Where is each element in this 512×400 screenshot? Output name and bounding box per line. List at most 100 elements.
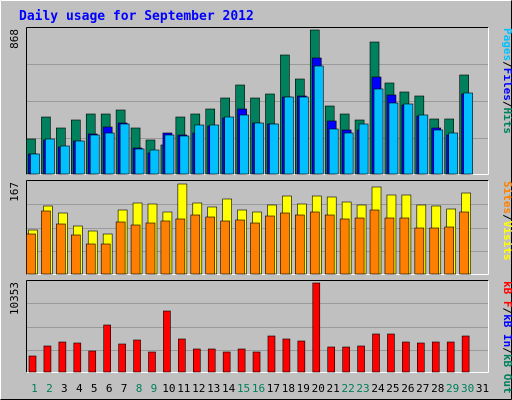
kbf-bar: [118, 343, 126, 373]
day-label: 15: [237, 382, 250, 395]
day-label: 7: [121, 382, 128, 395]
sites-bar: [205, 216, 216, 275]
kbf-bar: [357, 345, 365, 373]
legend-files: Files: [501, 68, 512, 101]
sites-bar: [399, 217, 410, 275]
day-label: 6: [106, 382, 113, 395]
pages-bar: [373, 88, 384, 175]
sites-bar: [100, 243, 111, 275]
sites-bar: [26, 233, 36, 275]
sites-bar: [414, 227, 425, 275]
day-label: 18: [282, 382, 295, 395]
sites-bar: [145, 222, 156, 275]
sites-bar: [384, 217, 395, 275]
panel-2-ymax-label: 167: [8, 182, 21, 202]
day-label: 8: [136, 382, 143, 395]
day-label: 1: [31, 382, 38, 395]
pages-bar: [239, 114, 249, 175]
kbf-bar: [446, 341, 455, 373]
legend-hits: Hits: [501, 108, 512, 135]
kbf-bar: [28, 355, 37, 373]
legend-separator: /: [501, 61, 512, 68]
day-label: 12: [192, 382, 205, 395]
legend-kb-out: kB Out: [501, 354, 512, 394]
kbf-bar: [237, 348, 246, 373]
legend-separator: /: [501, 101, 512, 108]
day-label: 10: [162, 382, 175, 395]
day-label: 16: [252, 382, 265, 395]
pages-bar: [299, 96, 309, 175]
sites-bar: [339, 218, 350, 275]
pages-bar: [149, 149, 160, 175]
panel-1-ymax-label: 868: [8, 29, 21, 49]
pages-bar: [433, 129, 444, 175]
sites-bar: [324, 214, 335, 275]
day-label: 2: [46, 382, 53, 395]
sites-bar: [115, 221, 126, 275]
pages-bar: [403, 103, 414, 175]
chart-title: Daily usage for September 2012: [19, 9, 254, 24]
pages-bar: [254, 122, 264, 175]
legend-visits: Visits: [501, 221, 512, 261]
kbf-bar: [103, 324, 111, 373]
day-label: 27: [416, 382, 429, 395]
kbf-bar: [267, 335, 276, 373]
pages-bar: [89, 134, 100, 175]
pages-bar: [463, 92, 473, 175]
hits-files-pages-bars: [26, 29, 473, 175]
pages-bar: [224, 116, 234, 175]
pages-bar: [30, 153, 40, 175]
kbf-bar: [342, 346, 350, 373]
sites-bar: [250, 222, 260, 275]
kbytes-bars: [28, 282, 470, 373]
sites-bar: [175, 218, 186, 275]
sites-bar: [280, 212, 290, 275]
chart-panels: 868Pages/Files/Hits167Sites/Visits10353k…: [8, 27, 512, 394]
day-label: 29: [446, 382, 459, 395]
day-label: 25: [386, 382, 399, 395]
pages-bar: [343, 132, 354, 175]
pages-bar: [194, 124, 205, 175]
sites-bar: [85, 243, 96, 275]
kbf-bar: [192, 348, 201, 373]
day-label: 22: [341, 382, 354, 395]
pages-bar: [134, 148, 145, 175]
kbf-bar: [402, 341, 410, 373]
sites-bar: [444, 226, 454, 275]
legend-separator: /: [501, 308, 512, 315]
legend-separator: /: [501, 347, 512, 354]
kbf-bar: [297, 340, 306, 373]
sites-bar: [220, 220, 230, 275]
day-label: 26: [401, 382, 414, 395]
kbf-bar: [222, 351, 231, 373]
sites-bar: [190, 214, 201, 275]
sites-bar: [160, 220, 171, 275]
day-label: 9: [151, 382, 158, 395]
day-label: 28: [431, 382, 444, 395]
kbf-bar: [73, 342, 82, 373]
pages-bar: [284, 96, 294, 175]
sites-bar: [71, 234, 81, 275]
legend-separator: /: [501, 214, 512, 221]
visits-sites-bars: [26, 183, 471, 275]
day-label: 24: [371, 382, 385, 395]
pages-bar: [328, 128, 339, 175]
kbf-bar: [417, 342, 425, 373]
kbf-bar: [88, 350, 97, 373]
day-label: 3: [61, 382, 68, 395]
sites-bar: [354, 217, 365, 275]
kbf-bar: [58, 341, 67, 373]
pages-bar: [164, 134, 175, 175]
day-label: 30: [461, 382, 474, 395]
sites-bar: [459, 211, 469, 275]
sites-bar: [41, 210, 51, 275]
day-label: 4: [76, 382, 83, 395]
kbf-bar: [163, 310, 171, 373]
kbf-bar: [461, 335, 470, 373]
legend-kb-f: kB F: [501, 281, 512, 308]
sites-bar: [235, 219, 245, 275]
kbf-bar: [207, 348, 216, 373]
day-label: 21: [327, 382, 340, 395]
panel-1-legend: Pages/Files/Hits: [501, 28, 512, 134]
